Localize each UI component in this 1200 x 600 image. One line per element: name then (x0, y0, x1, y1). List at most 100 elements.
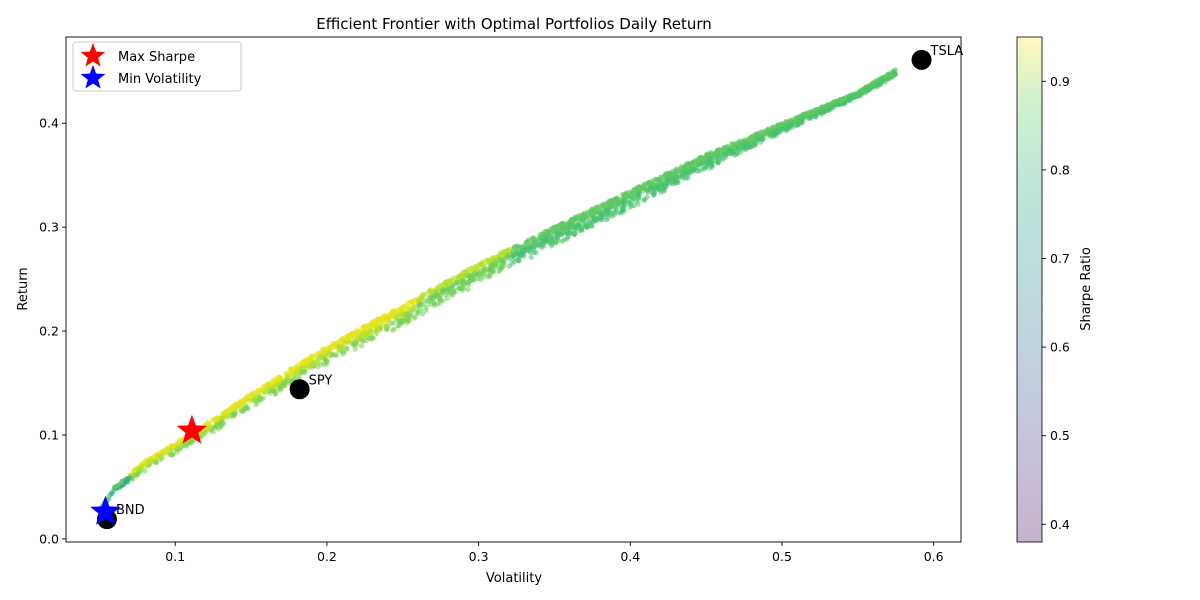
portfolio-point (429, 293, 435, 299)
portfolio-point (282, 380, 288, 386)
portfolio-point (258, 387, 265, 393)
portfolio-point (357, 335, 363, 341)
portfolio-point (213, 423, 219, 429)
portfolio-points (98, 67, 899, 511)
portfolio-point (331, 344, 337, 350)
portfolio-point (142, 468, 148, 474)
portfolio-point (310, 362, 316, 368)
portfolio-point (399, 320, 405, 326)
portfolio-point (416, 296, 422, 302)
portfolio-point (747, 144, 753, 150)
portfolio-point (646, 186, 653, 193)
portfolio-point (501, 252, 507, 258)
portfolio-point (569, 217, 575, 223)
portfolio-point (215, 414, 221, 421)
colorbar-frame (1016, 36, 1043, 543)
portfolio-point (634, 187, 641, 193)
portfolio-point (821, 106, 827, 112)
portfolio-point (389, 314, 395, 320)
colorbar-tick-label: 0.6 (1050, 340, 1070, 355)
portfolio-point (478, 261, 484, 267)
portfolio-point (219, 415, 225, 421)
portfolio-point (685, 162, 692, 168)
chart-title: Efficient Frontier with Optimal Portfoli… (316, 15, 712, 33)
asset-label-bnd: BND (116, 503, 145, 518)
portfolio-point (342, 341, 348, 347)
portfolio-point (444, 295, 450, 301)
portfolio-point (528, 254, 534, 260)
legend-label-max-sharpe: Max Sharpe (118, 50, 195, 65)
portfolio-point (696, 162, 702, 168)
portfolio-point (734, 151, 741, 157)
portfolio-point (126, 475, 133, 481)
portfolio-point (608, 211, 614, 217)
portfolio-point (210, 417, 216, 423)
portfolio-point (388, 320, 394, 326)
portfolio-point (675, 179, 681, 185)
portfolio-point (472, 277, 478, 283)
portfolio-point (694, 168, 701, 174)
portfolio-point (437, 296, 444, 302)
portfolio-point (138, 468, 144, 474)
portfolio-point (594, 217, 600, 223)
plot-frame (65, 36, 962, 543)
y-axis-label: Return (16, 267, 31, 310)
portfolio-point (323, 359, 329, 365)
portfolio-point (368, 329, 375, 335)
portfolio-point (369, 334, 376, 340)
portfolio-point (410, 307, 416, 313)
x-axis-label: Volatility (486, 571, 542, 586)
portfolio-point (364, 333, 370, 339)
portfolio-point (177, 438, 183, 444)
portfolio-point (468, 276, 474, 282)
portfolio-point (319, 353, 325, 359)
portfolio-point (353, 340, 359, 346)
portfolio-point (119, 478, 125, 484)
portfolio-point (112, 484, 118, 490)
portfolio-point (603, 217, 609, 223)
portfolio-point (315, 364, 321, 370)
portfolio-point (478, 276, 484, 283)
portfolio-point (736, 142, 742, 148)
portfolio-point (222, 410, 228, 416)
portfolio-point (531, 250, 537, 256)
portfolio-point (210, 429, 216, 435)
portfolio-point (516, 258, 522, 264)
portfolio-point (232, 405, 238, 411)
portfolio-point (722, 154, 729, 161)
portfolio-point (652, 185, 658, 191)
portfolio-point (769, 126, 776, 133)
portfolio-point (489, 255, 495, 261)
portfolio-point (766, 132, 772, 138)
portfolio-point (714, 147, 720, 153)
portfolio-point (352, 346, 358, 352)
portfolio-point (487, 266, 493, 272)
y-tick-label: 0.1 (39, 427, 59, 442)
portfolio-point (150, 454, 157, 460)
portfolio-point (621, 198, 627, 204)
portfolio-point (521, 253, 527, 259)
portfolio-point (556, 230, 563, 236)
y-tick-label: 0.3 (39, 220, 59, 235)
portfolio-point (340, 351, 346, 357)
portfolio-point (308, 357, 314, 363)
y-tick-label: 0.2 (39, 324, 59, 339)
portfolio-point (270, 388, 276, 394)
portfolio-point (874, 77, 880, 84)
portfolio-point (607, 200, 613, 206)
portfolio-point (581, 213, 587, 219)
portfolio-point (580, 217, 586, 223)
portfolio-point (771, 133, 777, 139)
legend: Max Sharpe Min Volatility (72, 41, 242, 92)
portfolio-point (514, 243, 520, 249)
asset-point-tsla (911, 49, 932, 70)
x-tick-label: 0.3 (469, 549, 489, 564)
colorbar-tick-label: 0.5 (1050, 428, 1070, 443)
portfolio-point (373, 322, 379, 328)
portfolio-point (264, 382, 270, 389)
portfolio-point (885, 72, 891, 78)
portfolio-point (474, 267, 480, 273)
portfolio-point (781, 122, 787, 128)
portfolio-point (231, 412, 237, 419)
portfolio-point (525, 237, 531, 243)
